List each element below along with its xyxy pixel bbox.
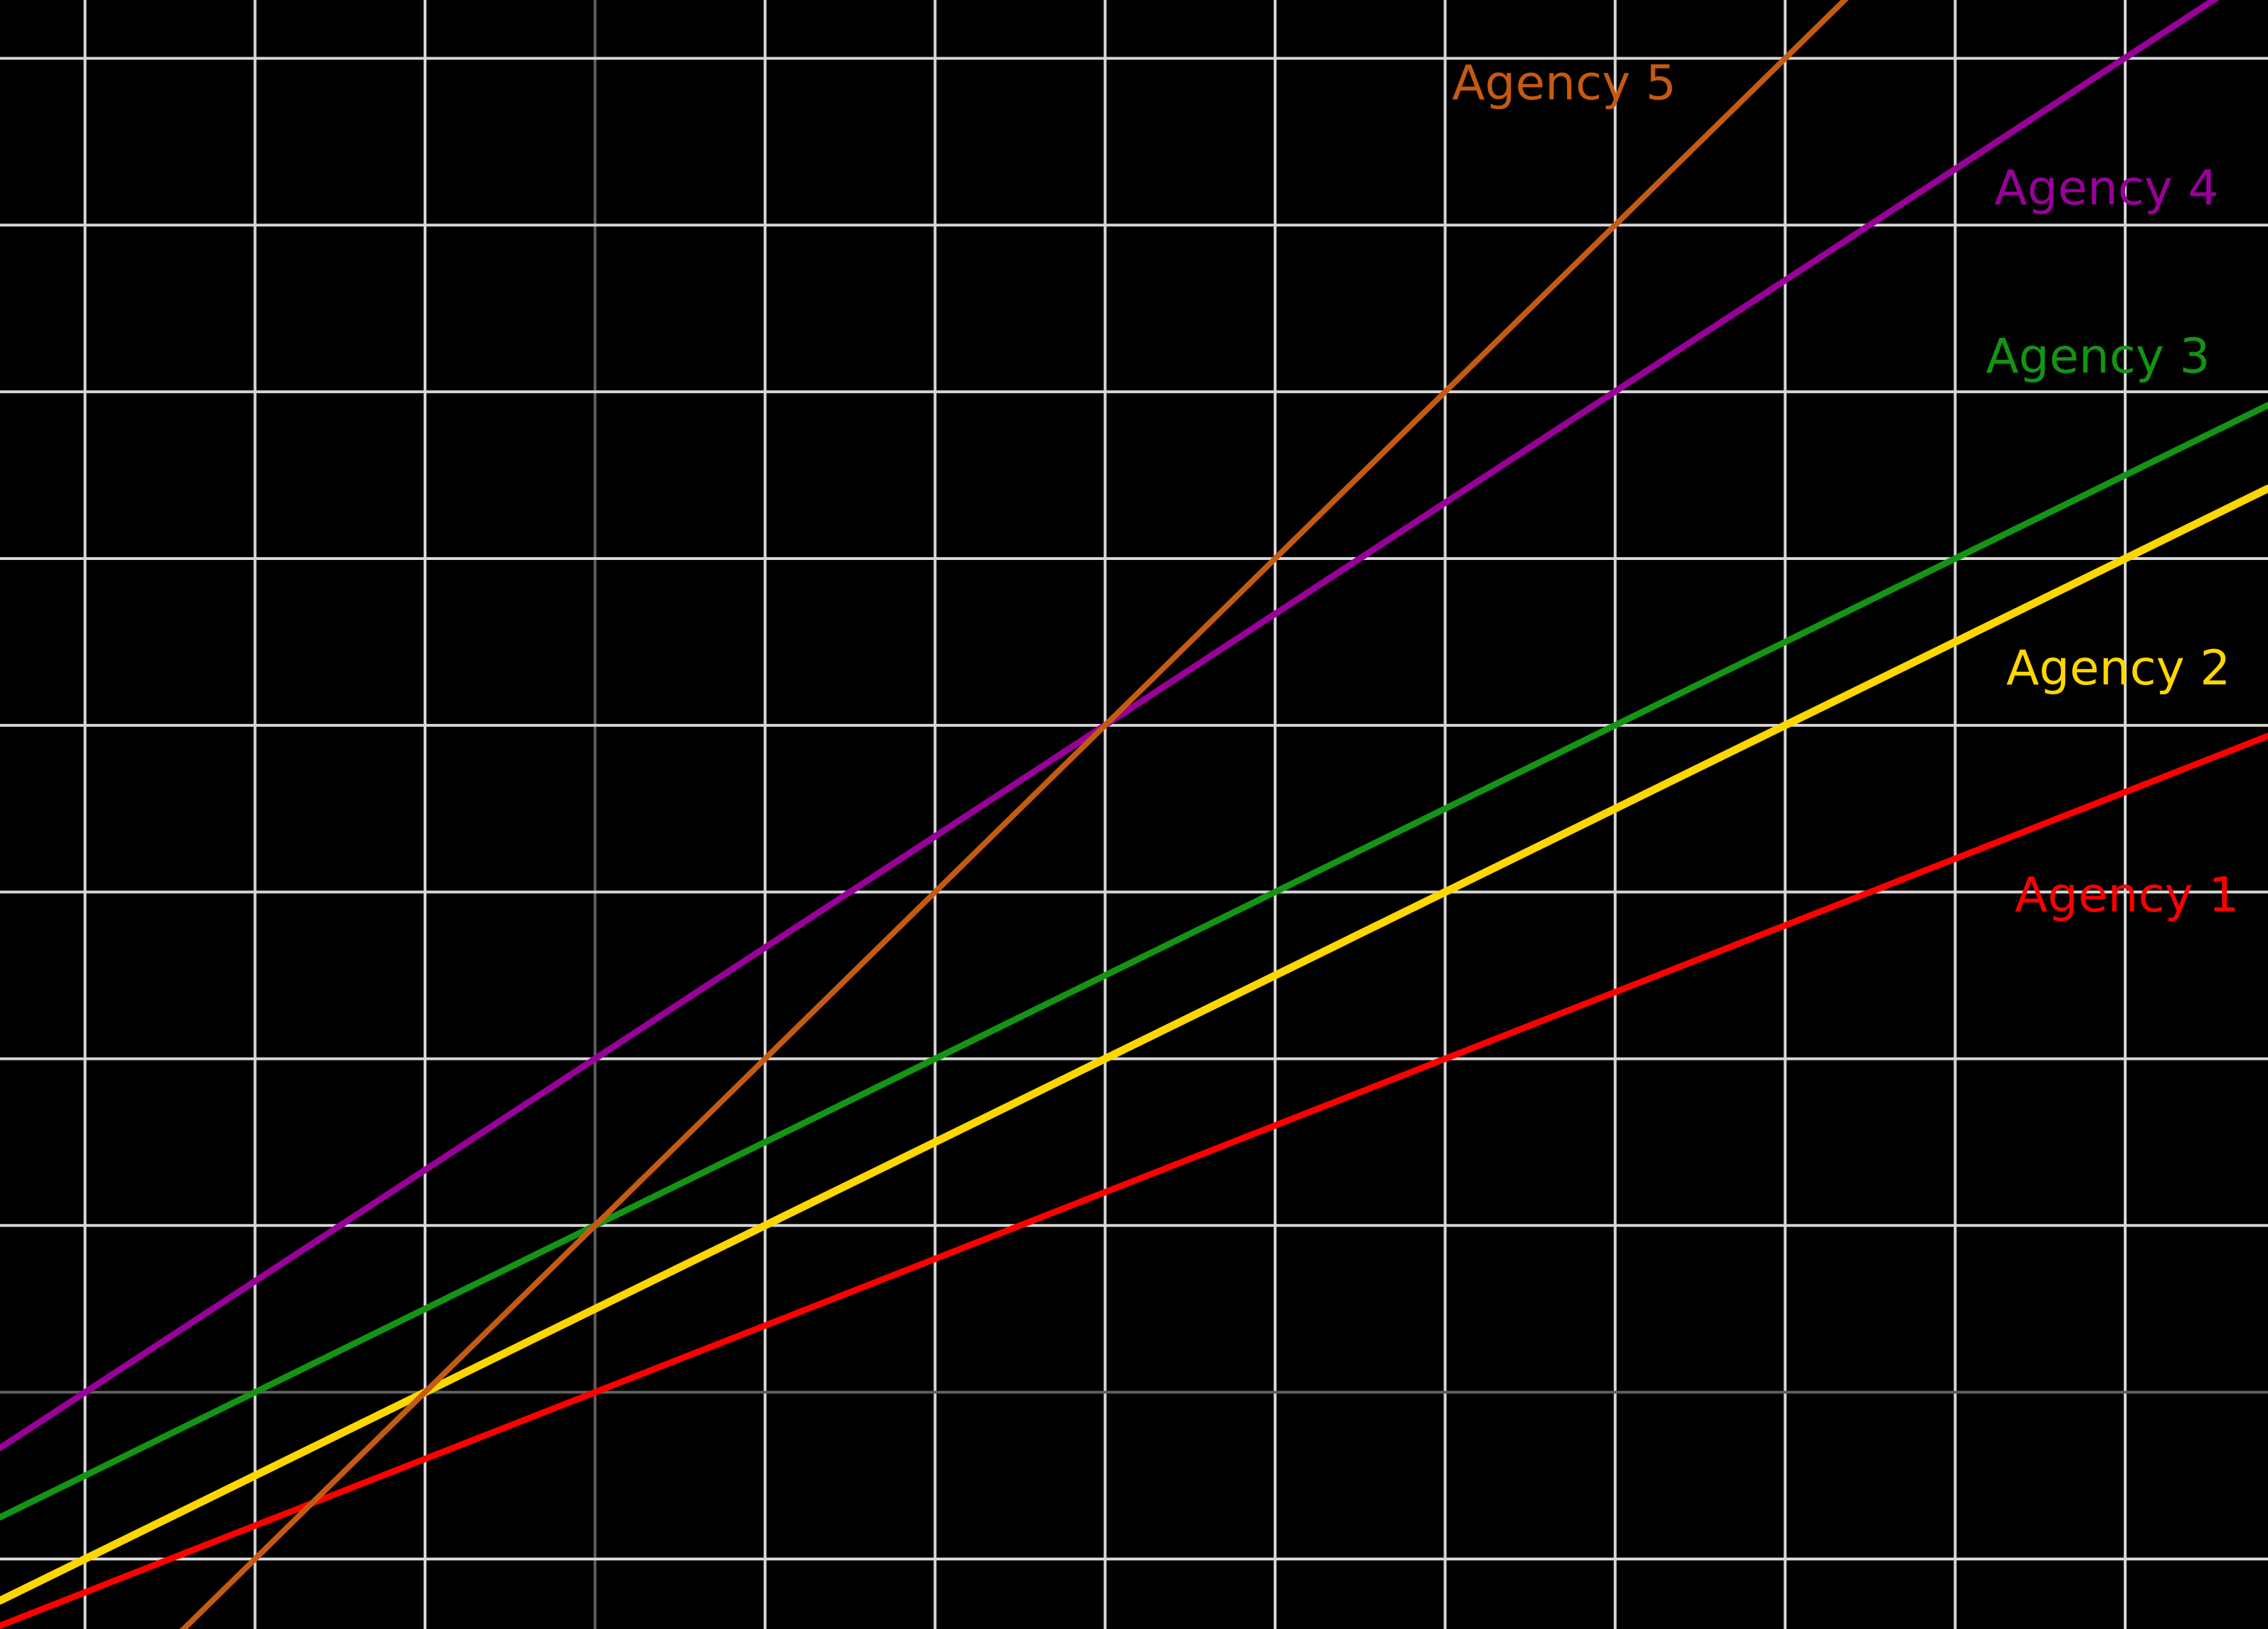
- series-label-agency-2: Agency 2: [2006, 641, 2231, 696]
- series-label-agency-1: Agency 1: [2015, 868, 2239, 923]
- series-line-agency-2: [0, 484, 2268, 1605]
- series-label-agency-4: Agency 4: [1994, 160, 2218, 216]
- series-line-agency-4: [0, 0, 2220, 1452]
- series-line-agency-1: [0, 732, 2268, 1629]
- series-label-agency-5: Agency 5: [1452, 55, 1676, 111]
- series-line-agency-3: [0, 402, 2268, 1521]
- series-label-agency-3: Agency 3: [1986, 329, 2210, 385]
